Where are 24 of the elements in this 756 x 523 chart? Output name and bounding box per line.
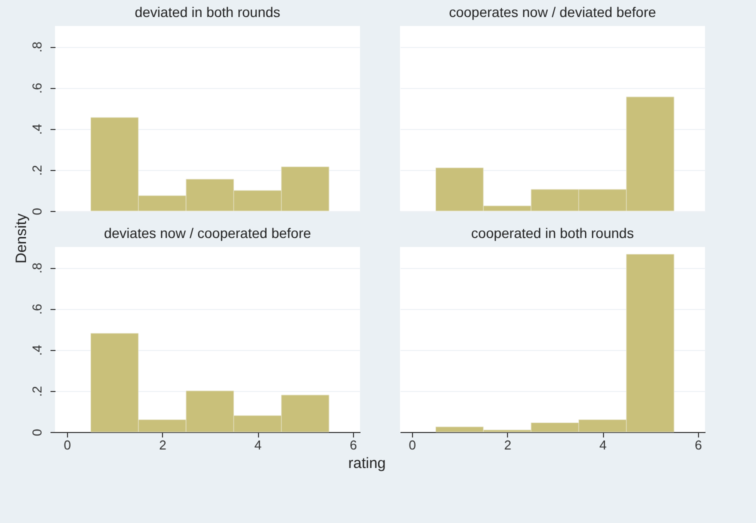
y-tick-label: .4 — [30, 124, 44, 135]
y-axis-title: Density — [13, 213, 30, 264]
y-tick-label: 0 — [30, 428, 44, 436]
y-tick-label: .6 — [30, 82, 44, 94]
x-tick-label: 2 — [159, 438, 166, 452]
x-tick-label: 2 — [504, 438, 512, 452]
chart-title: deviates now / cooperated before — [104, 225, 312, 241]
y-tick-label: 0 — [30, 208, 44, 216]
x-tick-label: 4 — [254, 438, 262, 452]
y-tick-label: .8 — [30, 262, 44, 274]
y-tick-label: .2 — [30, 386, 44, 397]
x-tick-label: 0 — [408, 438, 416, 452]
y-tick-label: .4 — [30, 344, 44, 356]
y-tick-label: .2 — [30, 164, 44, 176]
y-tick-label: .8 — [30, 42, 44, 52]
chart-title: cooperates now / deviated before — [448, 4, 656, 20]
y-tick-label: .6 — [30, 304, 44, 315]
x-axis-title: rating — [348, 455, 386, 472]
chart-title: deviated in both rounds — [134, 4, 280, 20]
x-tick-label: 6 — [350, 438, 357, 452]
chart-title: cooperated in both rounds — [471, 225, 634, 241]
x-tick-label: 4 — [599, 438, 607, 452]
x-tick-label: 0 — [64, 438, 72, 452]
x-tick-label: 6 — [694, 438, 702, 452]
